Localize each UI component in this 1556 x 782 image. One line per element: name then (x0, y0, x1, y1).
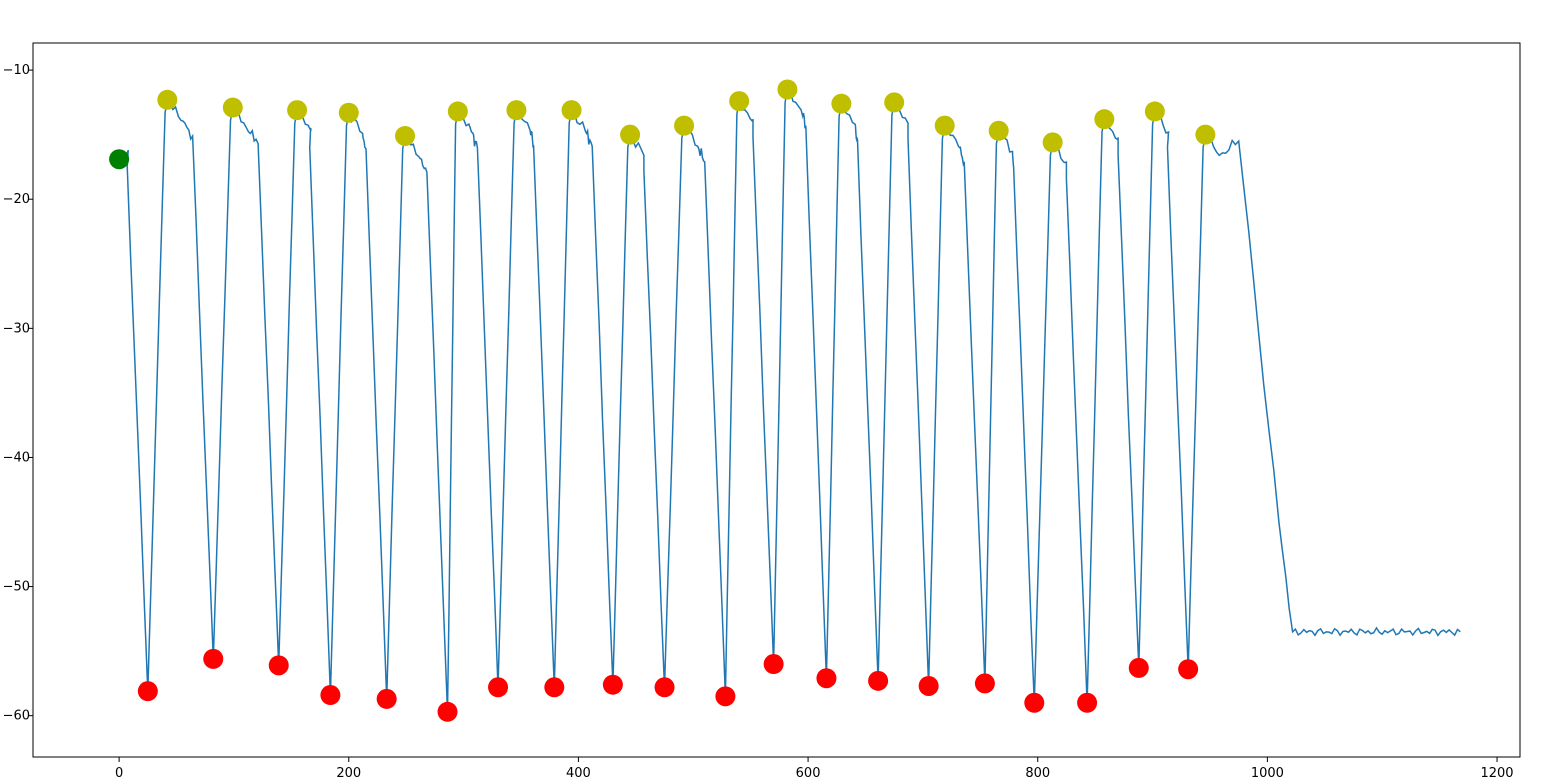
peak-marker (157, 89, 178, 110)
trough-marker (203, 648, 224, 669)
trough-marker (602, 674, 623, 695)
peak-marker (338, 102, 359, 123)
x-tick-label: 400 (566, 766, 591, 781)
trough-marker (816, 668, 837, 689)
y-tick-label: −30 (3, 321, 30, 336)
y-tick-label: −60 (3, 709, 30, 724)
peak-marker (1094, 109, 1115, 130)
trough-marker (1024, 692, 1045, 713)
peak-marker (777, 79, 798, 100)
trough-marker (868, 670, 889, 691)
trough-marker (1178, 659, 1199, 680)
peak-marker (831, 93, 852, 114)
peak-marker (506, 100, 527, 121)
trough-marker (544, 677, 565, 698)
peak-marker (988, 120, 1009, 141)
y-tick-label: −40 (3, 450, 30, 465)
peak-marker (1144, 101, 1165, 122)
peak-marker (934, 115, 955, 136)
trough-marker (654, 677, 675, 698)
trough-marker (320, 685, 341, 706)
trough-marker (488, 677, 509, 698)
trough-marker (1128, 657, 1149, 678)
markers (109, 79, 1216, 722)
peak-marker (884, 92, 905, 113)
peak-marker (287, 100, 308, 121)
trough-marker (974, 673, 995, 694)
peak-marker (222, 97, 243, 118)
peak-marker (1195, 124, 1216, 145)
plot-frame (32, 42, 1521, 758)
trough-marker (1077, 692, 1098, 713)
x-tick-label: 0 (115, 766, 123, 781)
peak-marker (447, 101, 468, 122)
x-tick-label: 200 (336, 766, 361, 781)
trough-marker (137, 681, 158, 702)
y-tick-label: −50 (3, 580, 30, 595)
trough-marker (763, 654, 784, 675)
y-tick-label: −10 (3, 63, 30, 78)
trough-marker (376, 688, 397, 709)
peak-marker (674, 115, 695, 136)
trough-marker (268, 655, 289, 676)
peak-marker (395, 125, 416, 146)
x-tick-label: 800 (1025, 766, 1050, 781)
trough-marker (437, 701, 458, 722)
trough-marker (918, 675, 939, 696)
x-tick-label: 1200 (1480, 766, 1513, 781)
x-tick-label: 600 (796, 766, 821, 781)
plot-background (33, 43, 1520, 757)
start-marker (109, 149, 130, 170)
peak-marker (620, 124, 641, 145)
axis-ticks: 0 200 400 600 800 1000 1200 −60 −50 −40 −30 −20 −10 (3, 63, 1514, 781)
peak-marker (729, 91, 750, 112)
y-tick-label: −20 (3, 192, 30, 207)
trough-marker (715, 686, 736, 707)
peak-marker (561, 100, 582, 121)
x-tick-label: 1000 (1251, 766, 1284, 781)
peak-marker (1042, 132, 1063, 153)
